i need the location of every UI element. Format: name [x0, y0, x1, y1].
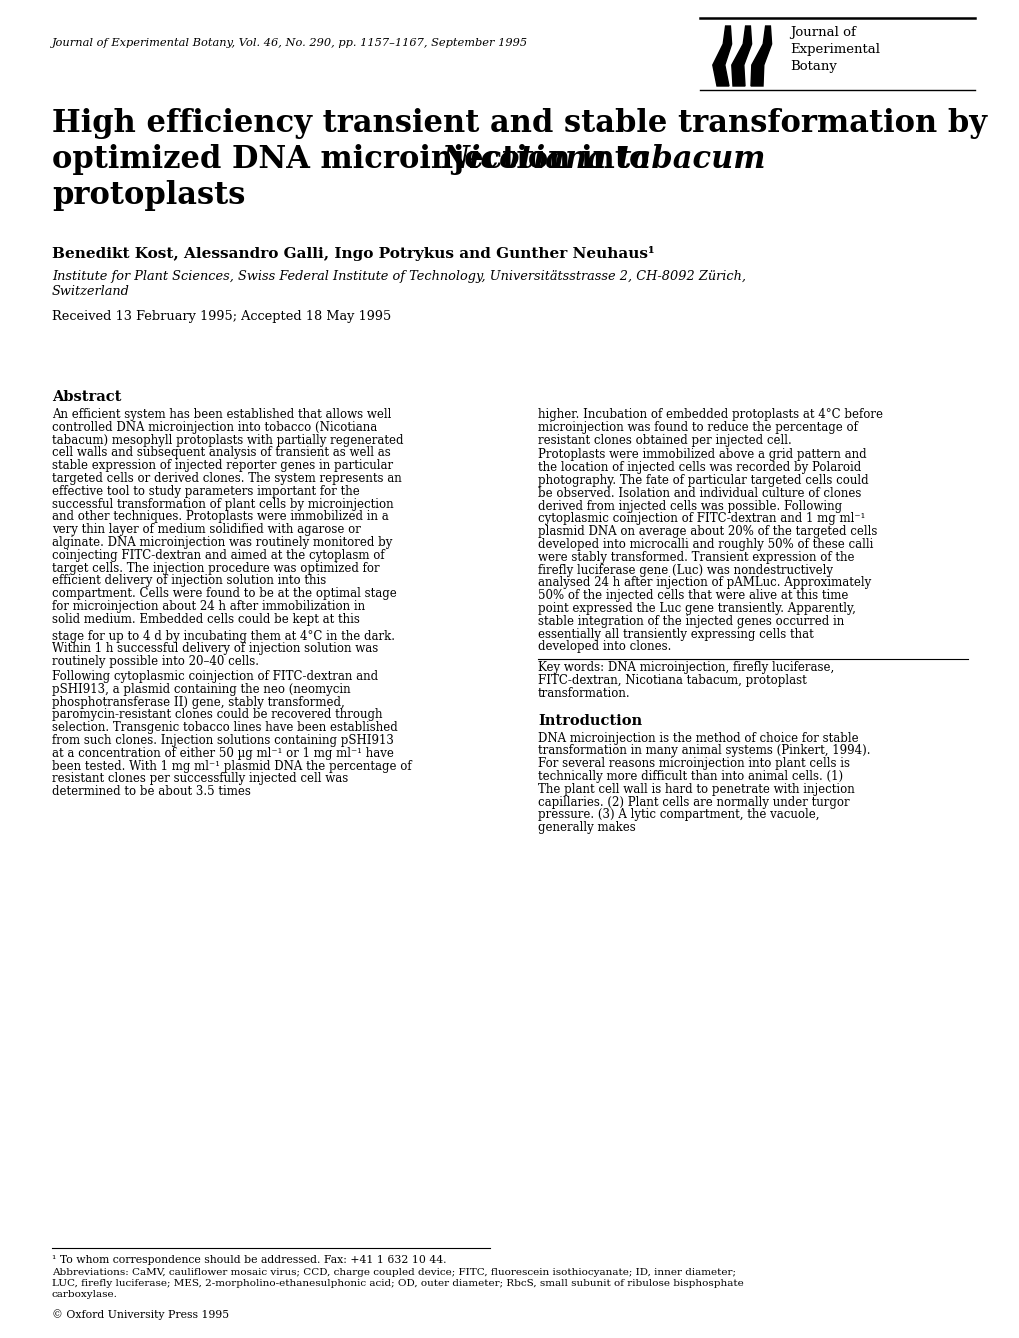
Text: Key words: DNA microinjection, firefly luciferase,: Key words: DNA microinjection, firefly l… [537, 661, 834, 674]
Text: be observed. Isolation and individual culture of clones: be observed. Isolation and individual cu… [537, 487, 860, 500]
Text: Abbreviations: CaMV, cauliflower mosaic virus; CCD, charge coupled device; FITC,: Abbreviations: CaMV, cauliflower mosaic … [52, 1268, 736, 1276]
Text: developed into clones.: developed into clones. [537, 641, 671, 653]
Text: 50% of the injected cells that were alive at this time: 50% of the injected cells that were aliv… [537, 589, 848, 602]
Text: determined to be about 3.5 times: determined to be about 3.5 times [52, 785, 251, 799]
Text: Protoplasts were immobilized above a grid pattern and: Protoplasts were immobilized above a gri… [537, 448, 866, 462]
Text: Following cytoplasmic coinjection of FITC-dextran and: Following cytoplasmic coinjection of FIT… [52, 670, 378, 682]
Text: coinjecting FITC-dextran and aimed at the cytoplasm of: coinjecting FITC-dextran and aimed at th… [52, 549, 384, 562]
Text: Abstract: Abstract [52, 389, 121, 404]
Text: point expressed the Luc gene transiently. Apparently,: point expressed the Luc gene transiently… [537, 602, 855, 615]
Text: capillaries. (2) Plant cells are normally under turgor: capillaries. (2) Plant cells are normall… [537, 796, 849, 808]
Text: © Oxford University Press 1995: © Oxford University Press 1995 [52, 1309, 229, 1319]
Text: stage for up to 4 d by incubating them at 4°C in the dark.: stage for up to 4 d by incubating them a… [52, 630, 394, 642]
Text: optimized DNA microinjection into: optimized DNA microinjection into [52, 145, 659, 175]
Text: technically more difficult than into animal cells. (1): technically more difficult than into ani… [537, 769, 843, 783]
Text: analysed 24 h after injection of pAMLuc. Approximately: analysed 24 h after injection of pAMLuc.… [537, 577, 870, 590]
Text: cell walls and subsequent analysis of transient as well as: cell walls and subsequent analysis of tr… [52, 447, 390, 459]
Text: from such clones. Injection solutions containing pSHI913: from such clones. Injection solutions co… [52, 735, 393, 747]
Text: transformation in many animal systems (Pinkert, 1994).: transformation in many animal systems (P… [537, 744, 869, 757]
Text: were stably transformed. Transient expression of the: were stably transformed. Transient expre… [537, 551, 854, 563]
Text: target cells. The injection procedure was optimized for: target cells. The injection procedure wa… [52, 562, 379, 574]
Text: the location of injected cells was recorded by Polaroid: the location of injected cells was recor… [537, 462, 860, 474]
Text: paromycin-resistant clones could be recovered through: paromycin-resistant clones could be reco… [52, 708, 382, 721]
Text: generally makes: generally makes [537, 822, 635, 834]
Text: targeted cells or derived clones. The system represents an: targeted cells or derived clones. The sy… [52, 472, 401, 484]
Text: compartment. Cells were found to be at the optimal stage: compartment. Cells were found to be at t… [52, 587, 396, 601]
Text: carboxylase.: carboxylase. [52, 1290, 118, 1299]
Text: transformation.: transformation. [537, 686, 630, 700]
Text: cytoplasmic coinjection of FITC-dextran and 1 mg ml⁻¹: cytoplasmic coinjection of FITC-dextran … [537, 512, 864, 526]
Text: Introduction: Introduction [537, 713, 642, 728]
Text: ¹ To whom correspondence should be addressed. Fax: +41 1 632 10 44.: ¹ To whom correspondence should be addre… [52, 1255, 446, 1264]
Text: selection. Transgenic tobacco lines have been established: selection. Transgenic tobacco lines have… [52, 721, 397, 735]
Text: FITC-dextran, Nicotiana tabacum, protoplast: FITC-dextran, Nicotiana tabacum, protopl… [537, 674, 806, 686]
Text: alginate. DNA microinjection was routinely monitored by: alginate. DNA microinjection was routine… [52, 537, 392, 549]
Text: stable expression of injected reporter genes in particular: stable expression of injected reporter g… [52, 459, 392, 472]
Text: solid medium. Embedded cells could be kept at this: solid medium. Embedded cells could be ke… [52, 613, 360, 626]
Text: Benedikt Kost, Alessandro Galli, Ingo Potrykus and Gunther Neuhaus¹: Benedikt Kost, Alessandro Galli, Ingo Po… [52, 246, 654, 261]
Text: essentially all transiently expressing cells that: essentially all transiently expressing c… [537, 628, 813, 641]
Text: For several reasons microinjection into plant cells is: For several reasons microinjection into … [537, 757, 849, 771]
Text: and other techniques. Protoplasts were immobilized in a: and other techniques. Protoplasts were i… [52, 510, 388, 523]
Text: developed into microcalli and roughly 50% of these calli: developed into microcalli and roughly 50… [537, 538, 872, 551]
Text: resistant clones obtained per injected cell.: resistant clones obtained per injected c… [537, 434, 791, 447]
Text: Received 13 February 1995; Accepted 18 May 1995: Received 13 February 1995; Accepted 18 M… [52, 310, 391, 322]
Text: routinely possible into 20–40 cells.: routinely possible into 20–40 cells. [52, 656, 259, 668]
Text: plasmid DNA on average about 20% of the targeted cells: plasmid DNA on average about 20% of the … [537, 526, 876, 538]
Text: very thin layer of medium solidified with agarose or: very thin layer of medium solidified wit… [52, 523, 361, 537]
Text: pressure. (3) A lytic compartment, the vacuole,: pressure. (3) A lytic compartment, the v… [537, 808, 818, 822]
Text: efficient delivery of injection solution into this: efficient delivery of injection solution… [52, 574, 326, 587]
Text: DNA microinjection is the method of choice for stable: DNA microinjection is the method of choi… [537, 732, 858, 745]
Polygon shape [712, 25, 731, 86]
Text: Botany: Botany [790, 60, 836, 74]
Text: Institute for Plant Sciences, Swiss Federal Institute of Technology, Universität: Institute for Plant Sciences, Swiss Fede… [52, 270, 745, 284]
Text: for microinjection about 24 h after immobilization in: for microinjection about 24 h after immo… [52, 599, 365, 613]
Text: protoplasts: protoplasts [52, 181, 246, 211]
Text: Nicotiana tabacum: Nicotiana tabacum [441, 145, 765, 175]
Text: at a concentration of either 50 µg ml⁻¹ or 1 mg ml⁻¹ have: at a concentration of either 50 µg ml⁻¹ … [52, 747, 393, 760]
Text: Switzerland: Switzerland [52, 285, 129, 298]
Text: Within 1 h successful delivery of injection solution was: Within 1 h successful delivery of inject… [52, 642, 378, 656]
Text: An efficient system has been established that allows well: An efficient system has been established… [52, 408, 391, 421]
Text: Journal of: Journal of [790, 25, 855, 39]
Text: Journal of Experimental Botany, Vol. 46, No. 290, pp. 1157–1167, September 1995: Journal of Experimental Botany, Vol. 46,… [52, 37, 528, 48]
Text: stable integration of the injected genes occurred in: stable integration of the injected genes… [537, 614, 844, 628]
Text: High efficiency transient and stable transformation by: High efficiency transient and stable tra… [52, 108, 986, 139]
Text: microinjection was found to reduce the percentage of: microinjection was found to reduce the p… [537, 420, 857, 434]
Text: derived from injected cells was possible. Following: derived from injected cells was possible… [537, 499, 842, 512]
Text: higher. Incubation of embedded protoplasts at 4°C before: higher. Incubation of embedded protoplas… [537, 408, 882, 421]
Text: The plant cell wall is hard to penetrate with injection: The plant cell wall is hard to penetrate… [537, 783, 854, 796]
Text: resistant clones per successfully injected cell was: resistant clones per successfully inject… [52, 772, 347, 785]
Polygon shape [750, 25, 770, 86]
Text: successful transformation of plant cells by microinjection: successful transformation of plant cells… [52, 498, 393, 511]
Text: phosphotransferase II) gene, stably transformed,: phosphotransferase II) gene, stably tran… [52, 696, 344, 709]
Text: pSHI913, a plasmid containing the neo (neomycin: pSHI913, a plasmid containing the neo (n… [52, 682, 351, 696]
Text: LUC, firefly luciferase; MES, 2-morpholino-ethanesulphonic acid; OD, outer diame: LUC, firefly luciferase; MES, 2-morpholi… [52, 1279, 743, 1288]
Text: effective tool to study parameters important for the: effective tool to study parameters impor… [52, 484, 360, 498]
Text: tabacum) mesophyll protoplasts with partially regenerated: tabacum) mesophyll protoplasts with part… [52, 434, 404, 447]
Text: firefly luciferase gene (Luc) was nondestructively: firefly luciferase gene (Luc) was nondes… [537, 563, 833, 577]
Polygon shape [731, 25, 751, 86]
Text: Experimental: Experimental [790, 43, 879, 56]
Text: controlled DNA microinjection into tobacco (Nicotiana: controlled DNA microinjection into tobac… [52, 420, 377, 434]
Text: been tested. With 1 mg ml⁻¹ plasmid DNA the percentage of: been tested. With 1 mg ml⁻¹ plasmid DNA … [52, 760, 412, 772]
Text: photography. The fate of particular targeted cells could: photography. The fate of particular targ… [537, 474, 868, 487]
